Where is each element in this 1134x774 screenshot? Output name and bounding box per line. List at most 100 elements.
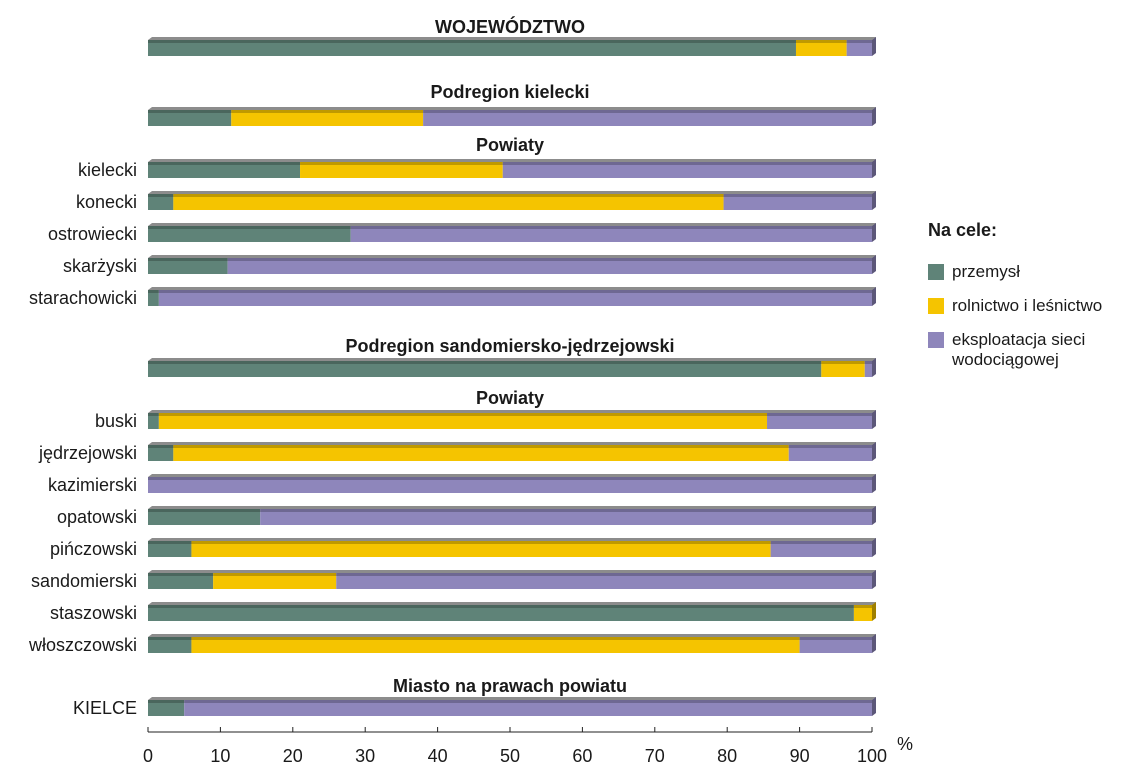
bar-cap-shade-kazimierski xyxy=(872,474,876,493)
bar-segment-opatowski-siec xyxy=(260,509,873,525)
bar-cap-shade-skarzyski xyxy=(872,255,876,274)
bar-segment-pinczowski-rolnictwo xyxy=(191,541,771,557)
bar-edge-skarzyski xyxy=(148,255,876,258)
bar-segment-starachowicki-przemysl xyxy=(148,290,159,306)
bar-cap-skarzyski xyxy=(872,255,876,274)
bar-segment-kazimierski-siec xyxy=(148,477,872,493)
bar-edge-opatowski xyxy=(148,506,876,509)
bar-edge-ostrowiecki xyxy=(148,223,876,226)
bar-row-starachowicki xyxy=(148,287,876,306)
bar-cap-shade-section-3 xyxy=(872,358,876,377)
bar-segment-sandomierski-rolnictwo xyxy=(213,573,337,589)
bar-segment-skarzyski-siec xyxy=(227,258,872,274)
bar-cap-buski xyxy=(872,410,876,429)
bar-row-sandomierski xyxy=(148,570,876,589)
bar-segment-wloszczowski-siec xyxy=(799,637,872,653)
bar-cap-shade-konecki xyxy=(872,191,876,210)
legend-swatch-przemysl xyxy=(928,264,944,280)
bar-cap-opatowski xyxy=(872,506,876,525)
bar-top-shade-pinczowski xyxy=(148,541,872,544)
legend-title: Na cele: xyxy=(928,220,998,240)
bar-cap-shade-wloszczowski xyxy=(872,634,876,653)
bar-segment-section-1-przemysl xyxy=(148,110,232,126)
bar-segment-kielce-przemysl xyxy=(148,700,185,716)
bar-edge-staszowski xyxy=(148,602,876,605)
bar-segment-kielecki-siec xyxy=(502,162,872,178)
bar-segment-jedrzejowski-przemysl xyxy=(148,445,174,461)
bar-cap-shade-kielecki xyxy=(872,159,876,178)
bar-cap-ostrowiecki xyxy=(872,223,876,242)
section-header-5: Miasto na prawach powiatu xyxy=(393,676,627,696)
bar-row-section-3 xyxy=(148,358,876,377)
bar-row-wloszczowski xyxy=(148,634,876,653)
bar-top-shade-staszowski xyxy=(148,605,872,608)
bar-cap-shade-section-1 xyxy=(872,107,876,126)
bar-segment-konecki-przemysl xyxy=(148,194,174,210)
x-tick-label-90: 90 xyxy=(790,746,810,766)
section-header-1: Podregion kielecki xyxy=(430,82,589,102)
bar-cap-shade-kielce xyxy=(872,697,876,716)
bar-cap-shade-pinczowski xyxy=(872,538,876,557)
bar-segment-jedrzejowski-siec xyxy=(788,445,872,461)
x-tick-label-30: 30 xyxy=(355,746,375,766)
bar-segment-section-1-siec xyxy=(423,110,872,126)
bar-top-shade-konecki xyxy=(148,194,872,197)
bar-edge-section-3 xyxy=(148,358,876,361)
bar-segment-wloszczowski-rolnictwo xyxy=(191,637,800,653)
legend-item-siec: eksploatacja sieci wodociągowej xyxy=(928,330,1128,370)
bar-top-shade-ostrowiecki xyxy=(148,226,872,229)
bar-segment-section-0-rolnictwo xyxy=(795,40,847,56)
bar-cap-staszowski xyxy=(872,602,876,621)
legend-label-rolnictwo: rolnictwo i leśnictwo xyxy=(952,296,1103,315)
bar-top-shade-starachowicki xyxy=(148,290,872,293)
x-tick-label-70: 70 xyxy=(645,746,665,766)
bar-segment-pinczowski-przemysl xyxy=(148,541,192,557)
bar-segment-jedrzejowski-rolnictwo xyxy=(173,445,789,461)
bar-segment-kielce-siec xyxy=(184,700,872,716)
legend-swatch-rolnictwo xyxy=(928,298,944,314)
bar-row-konecki xyxy=(148,191,876,210)
bar-row-skarzyski xyxy=(148,255,876,274)
bar-cap-shade-starachowicki xyxy=(872,287,876,306)
bar-edge-jedrzejowski xyxy=(148,442,876,445)
bar-cap-starachowicki xyxy=(872,287,876,306)
bar-segment-section-0-przemysl xyxy=(148,40,796,56)
bar-edge-konecki xyxy=(148,191,876,194)
x-tick-label-80: 80 xyxy=(717,746,737,766)
row-label-opatowski: opatowski xyxy=(57,507,137,527)
bar-cap-section-3 xyxy=(872,358,876,377)
bar-edge-pinczowski xyxy=(148,538,876,541)
row-label-kielecki: kielecki xyxy=(78,160,137,180)
bar-segment-konecki-rolnictwo xyxy=(173,194,724,210)
row-label-kazimierski: kazimierski xyxy=(48,475,137,495)
bar-segment-section-3-przemysl xyxy=(148,361,822,377)
x-tick-label-60: 60 xyxy=(572,746,592,766)
bar-cap-shade-staszowski xyxy=(872,602,876,621)
bar-edge-starachowicki xyxy=(148,287,876,290)
x-tick-label-10: 10 xyxy=(210,746,230,766)
bar-row-jedrzejowski xyxy=(148,442,876,461)
bar-segment-pinczowski-siec xyxy=(770,541,872,557)
bar-segment-buski-siec xyxy=(767,413,872,429)
bar-edge-kazimierski xyxy=(148,474,876,477)
row-label-pinczowski: pińczowski xyxy=(50,539,137,559)
legend-item-przemysl: przemysł xyxy=(928,262,1128,282)
row-label-buski: buski xyxy=(95,411,137,431)
x-tick-label-50: 50 xyxy=(500,746,520,766)
bar-segment-kielecki-rolnictwo xyxy=(300,162,503,178)
row-label-starachowicki: starachowicki xyxy=(29,288,137,308)
row-label-kielce: KIELCE xyxy=(73,698,137,718)
bar-segment-section-3-siec xyxy=(864,361,872,377)
x-tick-label-0: 0 xyxy=(143,746,153,766)
bar-cap-sandomierski xyxy=(872,570,876,589)
bar-cap-kielce xyxy=(872,697,876,716)
bar-segment-section-0-siec xyxy=(846,40,872,56)
bar-top-shade-section-0 xyxy=(148,40,872,43)
bars xyxy=(148,37,876,716)
bar-segment-sandomierski-przemysl xyxy=(148,573,214,589)
bar-segment-buski-przemysl xyxy=(148,413,159,429)
bar-edge-sandomierski xyxy=(148,570,876,573)
bar-row-section-1 xyxy=(148,107,876,126)
bar-row-kielce xyxy=(148,697,876,716)
